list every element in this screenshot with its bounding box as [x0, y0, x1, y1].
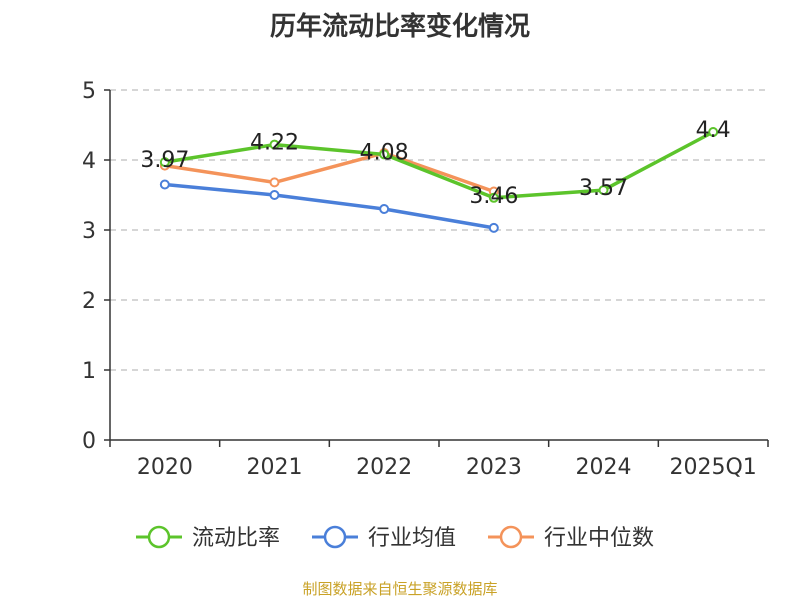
chart-title: 历年流动比率变化情况	[269, 12, 530, 42]
x-tick-label: 2025Q1	[670, 455, 757, 480]
data-point	[269, 139, 280, 150]
legend-label: 流动比率	[192, 526, 280, 551]
data-point	[488, 192, 499, 203]
x-tick-label: 2023	[466, 455, 522, 480]
y-tick-label: 1	[82, 359, 96, 384]
series-line	[164, 130, 714, 200]
legend-marker	[499, 525, 523, 549]
data-label: 3.57	[579, 176, 628, 201]
data-label: 4.4	[696, 118, 731, 143]
x-tick-label: 2022	[356, 455, 412, 480]
legend-label: 行业均值	[368, 526, 456, 551]
series-line	[164, 151, 495, 194]
y-tick-label: 4	[82, 149, 96, 174]
data-point	[379, 204, 390, 214]
data-point	[159, 179, 170, 190]
axes: 0 1 2 3 4 5 2020 2021 2022 2023 2024 2025Q1	[82, 79, 769, 480]
data-labels: 3.97 4.22 4.08 3.46 3.57 4.4	[140, 118, 730, 209]
data-point	[379, 149, 390, 160]
data-point	[269, 177, 280, 188]
series-lines	[159, 127, 719, 233]
y-tick-label: 0	[82, 429, 96, 454]
source-note: 制图数据来自恒生聚源数据库	[302, 580, 498, 598]
x-tick-label: 2020	[137, 455, 193, 480]
x-tick-label: 2024	[576, 455, 632, 480]
data-label: 3.46	[469, 184, 518, 209]
data-point	[708, 127, 719, 137]
data-point	[598, 185, 609, 196]
data-point	[269, 190, 280, 200]
x-tick-label: 2021	[247, 455, 303, 480]
y-tick-label: 3	[82, 219, 96, 244]
y-tick-label: 2	[82, 289, 96, 314]
legend-label: 行业中位数	[544, 526, 654, 551]
grid-lines	[110, 89, 768, 371]
data-point	[488, 222, 499, 233]
legend-marker	[323, 525, 347, 549]
data-point	[159, 157, 170, 168]
data-label: 4.22	[250, 131, 299, 156]
data-label: 3.97	[140, 148, 189, 173]
series-line	[164, 182, 495, 230]
y-tick-label: 5	[82, 79, 96, 104]
legend: 流动比率 行业均值 行业中位数	[136, 525, 654, 551]
data-label: 4.08	[360, 140, 409, 165]
legend-marker	[147, 525, 171, 549]
